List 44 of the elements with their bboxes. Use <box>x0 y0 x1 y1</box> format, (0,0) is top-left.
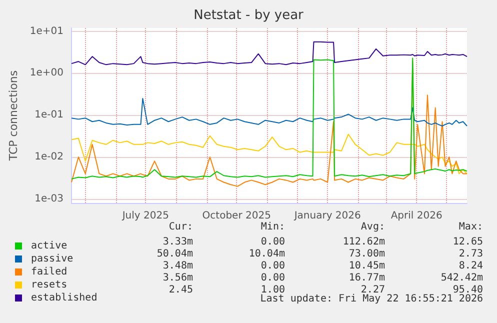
text: Cur: <box>168 222 193 232</box>
y-tick-label: 1e+00 <box>30 68 64 79</box>
text: 10.04m <box>248 248 285 260</box>
text: 1.00 <box>260 284 285 296</box>
text: 2.73 <box>458 248 483 260</box>
text: 10.45m <box>348 260 385 272</box>
legend-label: active <box>31 240 68 252</box>
chart-title: Netstat - by year <box>194 8 304 23</box>
y-tick-label: 1e-03 <box>34 193 64 204</box>
legend-label: established <box>31 292 98 304</box>
text: 8.24 <box>458 260 483 272</box>
line-series <box>71 98 468 127</box>
text: Min: <box>260 222 285 232</box>
legend-label: passive <box>31 254 74 264</box>
x-tick-label: April 2026 <box>390 210 442 222</box>
legend-label: failed <box>31 266 68 278</box>
text: 112.62m <box>342 236 385 248</box>
text: 0.00 <box>260 236 285 248</box>
y-tick-label: 1e-01 <box>34 110 64 121</box>
text: 0.00 <box>260 260 285 272</box>
y-axis-title: TCP connections <box>7 70 20 162</box>
y-tick-label: 1e+01 <box>30 26 64 37</box>
text: 50.04m <box>156 248 193 260</box>
text: Max: <box>458 222 483 232</box>
legend-label: resets <box>31 280 68 290</box>
x-tick-label: January 2026 <box>293 210 361 222</box>
text: Avg: <box>360 222 385 232</box>
text: 16.77m <box>348 272 385 284</box>
text: Last update: Fri May 22 16:55:21 2026 <box>260 294 484 304</box>
text: 542.42m <box>440 272 483 284</box>
y-tick-label: 1e-02 <box>34 152 64 163</box>
text: 12.65 <box>452 236 483 248</box>
x-tick-label: October 2025 <box>202 210 271 222</box>
line-series <box>71 134 468 174</box>
text: 3.48m <box>162 260 193 272</box>
text: 2.27 <box>360 284 385 296</box>
x-tick-label: July 2025 <box>121 210 169 222</box>
text: 3.33m <box>162 236 193 248</box>
line-series <box>71 41 468 66</box>
text: 0.00 <box>260 272 285 284</box>
text: 73.00m <box>348 248 385 260</box>
text: 95.40 <box>452 284 483 296</box>
text: 2.45 <box>168 284 193 296</box>
text: 3.56m <box>162 272 193 284</box>
